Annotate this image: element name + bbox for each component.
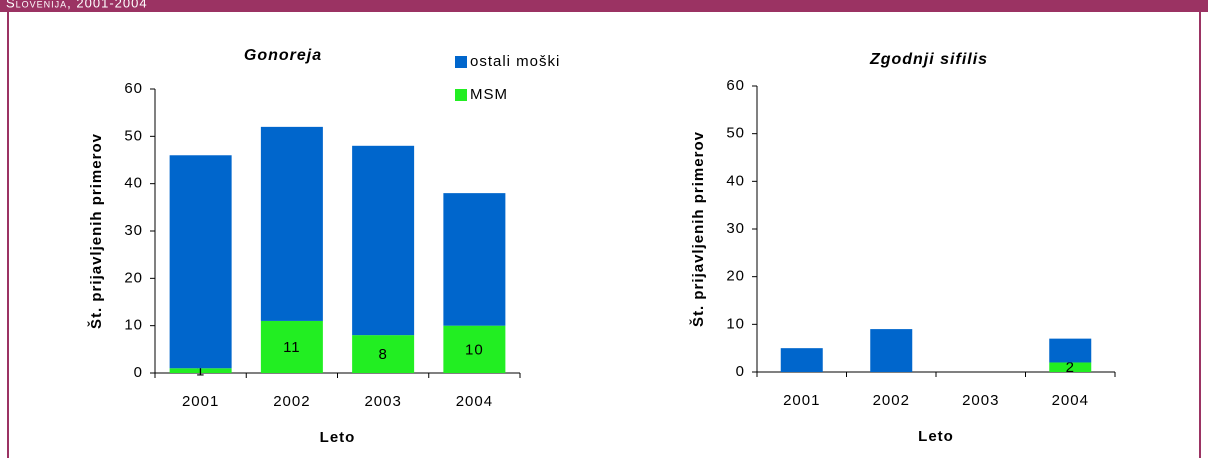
x-tick-label: 2004 xyxy=(1052,392,1089,409)
y-tick-label: 10 xyxy=(726,315,745,332)
bar-segment xyxy=(870,329,913,372)
data-label: 1 xyxy=(196,363,205,380)
x-tick-label: 2002 xyxy=(273,393,310,410)
data-label: 11 xyxy=(283,339,301,356)
header-title: Slovenija, 2001-2004 xyxy=(6,0,148,10)
bar-segment xyxy=(1049,338,1092,363)
y-tick-label: 0 xyxy=(736,363,745,380)
bar-segment xyxy=(352,335,415,373)
bar-segment xyxy=(780,348,823,372)
y-tick-label: 50 xyxy=(124,127,143,144)
bar-segment xyxy=(1049,362,1092,372)
bar-segment xyxy=(169,155,232,369)
chart-title: Zgodnji sifilis xyxy=(869,51,988,68)
y-tick-label: 0 xyxy=(134,364,143,381)
y-tick-label: 40 xyxy=(124,175,143,192)
data-label: 10 xyxy=(465,341,484,358)
x-tick-label: 2002 xyxy=(873,392,910,409)
y-axis-title: Št. prijavljenih primerov xyxy=(689,131,707,327)
data-label: 2 xyxy=(1066,359,1075,376)
y-tick-label: 60 xyxy=(726,77,745,94)
x-tick-label: 2003 xyxy=(364,393,401,410)
bar-segment xyxy=(260,126,323,321)
legend-label: ostali moški xyxy=(470,53,560,70)
bar-segment xyxy=(443,193,506,326)
x-axis-title: Leto xyxy=(320,429,356,446)
chart-title: Gonoreja xyxy=(244,47,322,64)
y-tick-label: 30 xyxy=(124,222,143,239)
y-tick-label: 50 xyxy=(726,125,745,142)
x-tick-label: 2001 xyxy=(783,392,820,409)
legend-swatch xyxy=(455,56,467,68)
bar-segment xyxy=(443,325,506,373)
x-tick-label: 2003 xyxy=(962,392,999,409)
x-tick-label: 2001 xyxy=(182,393,219,410)
header-bar xyxy=(0,0,1208,12)
y-tick-label: 20 xyxy=(726,268,745,285)
y-tick-label: 20 xyxy=(124,269,143,286)
bar-segment xyxy=(260,320,323,373)
y-tick-label: 10 xyxy=(124,317,143,334)
bar-segment xyxy=(169,368,232,373)
y-tick-label: 40 xyxy=(726,172,745,189)
bar-segment xyxy=(352,145,415,336)
y-tick-label: 60 xyxy=(124,80,143,97)
legend-label: MSM xyxy=(470,86,508,103)
x-tick-label: 2004 xyxy=(456,393,493,410)
data-label: 8 xyxy=(378,346,387,363)
y-axis-title: Št. prijavljenih primerov xyxy=(87,133,105,329)
legend-swatch xyxy=(455,89,467,101)
y-tick-label: 30 xyxy=(726,220,745,237)
x-axis-title: Leto xyxy=(918,428,954,445)
